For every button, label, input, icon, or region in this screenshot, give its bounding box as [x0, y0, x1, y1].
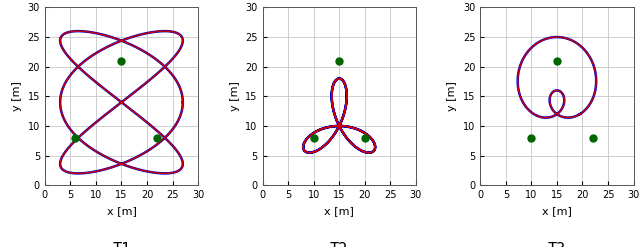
Text: T2: T2	[330, 242, 348, 247]
Point	[116, 59, 127, 63]
X-axis label: x [m]: x [m]	[324, 206, 354, 216]
X-axis label: x [m]: x [m]	[106, 206, 136, 216]
Text: T1: T1	[113, 242, 131, 247]
Point	[334, 59, 344, 63]
Point	[308, 136, 319, 140]
Y-axis label: y [m]: y [m]	[447, 82, 458, 111]
Y-axis label: y [m]: y [m]	[230, 82, 239, 111]
Text: T3: T3	[548, 242, 566, 247]
X-axis label: x [m]: x [m]	[542, 206, 572, 216]
Point	[552, 59, 562, 63]
Point	[526, 136, 536, 140]
Point	[360, 136, 370, 140]
Y-axis label: y [m]: y [m]	[12, 82, 22, 111]
Point	[588, 136, 598, 140]
Point	[70, 136, 81, 140]
Point	[152, 136, 163, 140]
